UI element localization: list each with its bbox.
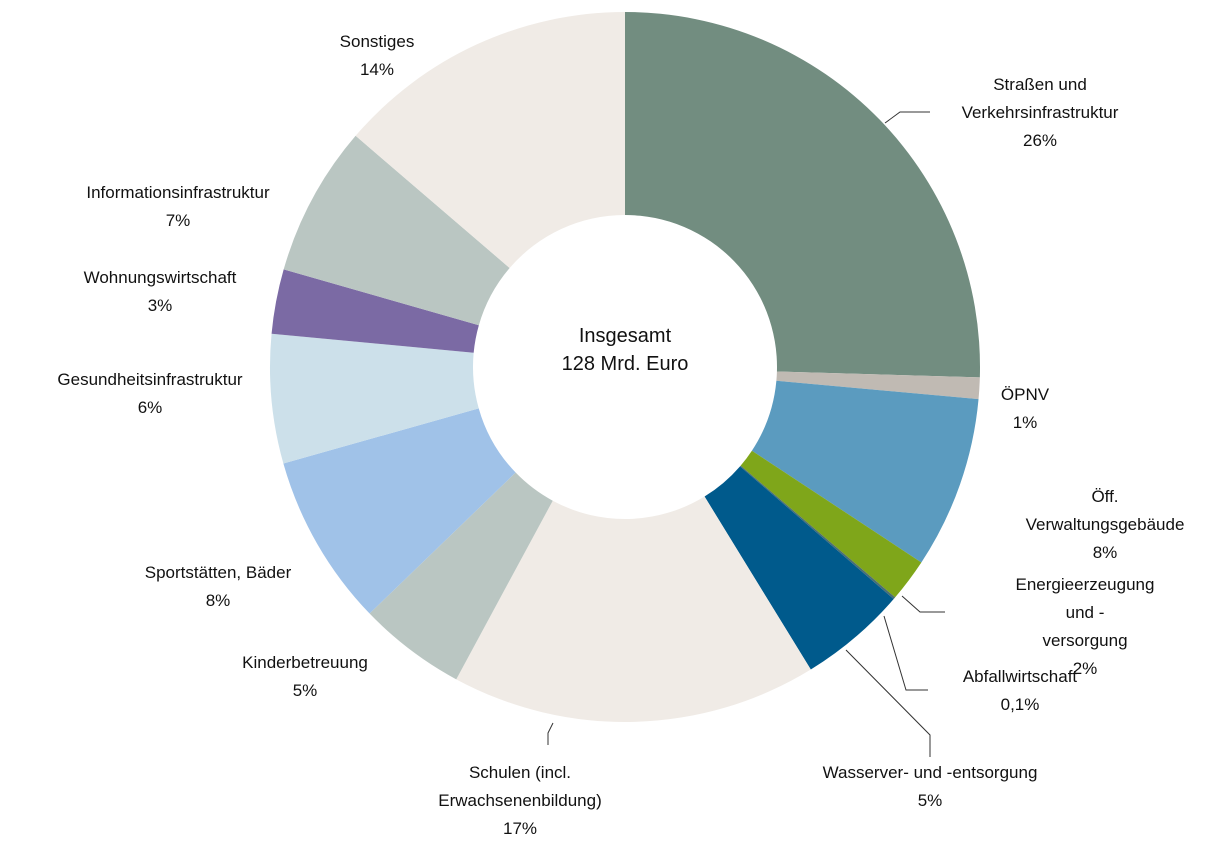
slice-label: Schulen (incl. Erwachsenenbildung) 17% (438, 759, 602, 843)
category-name: Gesundheitsinfrastruktur (57, 370, 243, 389)
value-label: 5% (917, 791, 943, 810)
category-name: Wohnungswirtschaft (83, 268, 237, 287)
value-label: 26% (1022, 131, 1058, 150)
center-line: 128 Mrd. Euro (561, 353, 689, 375)
value-label: 1% (1012, 413, 1038, 432)
category-name: Öff. Verwaltungsgebäude (1025, 487, 1185, 534)
category-name: Wasserver- und -entsorgung (822, 763, 1038, 782)
category-name: Kinderbetreuung (242, 653, 368, 672)
slice-label: Energieerzeugung und - versorgung 2% (1012, 571, 1159, 683)
center-label: Insgesamt 128 Mrd. Euro (562, 322, 689, 378)
center-line: Insgesamt (578, 325, 672, 347)
leader-line (845, 649, 931, 757)
category-name: Sonstiges (339, 32, 415, 51)
slice (704, 466, 894, 670)
category-name: ÖPNV (1000, 385, 1050, 404)
slice-label: Öff. Verwaltungsgebäude 8% (1026, 483, 1185, 567)
value-label: 8% (205, 591, 231, 610)
slice (283, 408, 516, 614)
slice-label: Sportstätten, Bäder 8% (145, 559, 291, 615)
category-name: Abfallwirtschaft (962, 667, 1078, 686)
slice-label: Wohnungswirtschaft 3% (84, 264, 237, 320)
category-name: Schulen (incl. Erwachsenenbildung) (438, 763, 602, 810)
slices (269, 12, 980, 722)
leader-line (884, 111, 930, 124)
value-label: 8% (1092, 543, 1118, 562)
slice (271, 269, 479, 353)
category-name: Straßen und Verkehrsinfrastruktur (961, 75, 1119, 122)
slice (355, 12, 625, 269)
slice (625, 12, 980, 378)
slice (751, 380, 979, 563)
value-label: 17% (502, 819, 538, 838)
leader-line (901, 595, 945, 613)
category-name: Sportstätten, Bäder (144, 563, 292, 582)
value-label: 7% (165, 211, 191, 230)
value-label: 14% (359, 60, 395, 79)
value-label: 2% (1072, 659, 1098, 678)
slice-label: Kinderbetreuung 5% (242, 649, 368, 705)
slice (740, 450, 922, 598)
slice (456, 496, 811, 722)
slice (283, 135, 510, 326)
slice (269, 333, 479, 464)
slice-label: Gesundheitsinfrastruktur 6% (57, 366, 242, 422)
category-name: Energieerzeugung und - versorgung (1015, 575, 1155, 650)
category-name: Informationsinfrastruktur (86, 183, 270, 202)
value-label: 5% (292, 681, 318, 700)
slice-label: ÖPNV 1% (1001, 381, 1049, 437)
value-label: 0,1% (1000, 695, 1040, 714)
slice (776, 371, 980, 400)
value-label: 6% (137, 398, 163, 417)
slice-label: Abfallwirtschaft 0,1% (963, 663, 1077, 719)
slice (740, 465, 896, 600)
value-label: 3% (147, 296, 173, 315)
slice-label: Straßen und Verkehrsinfrastruktur 26% (962, 71, 1119, 155)
slice-label: Wasserver- und -entsorgung 5% (823, 759, 1038, 815)
leader-line (883, 615, 928, 691)
leader-line (547, 722, 554, 745)
slice-label: Sonstiges 14% (340, 28, 415, 84)
slice-label: Informationsinfrastruktur 7% (86, 179, 269, 235)
slice (369, 472, 553, 680)
